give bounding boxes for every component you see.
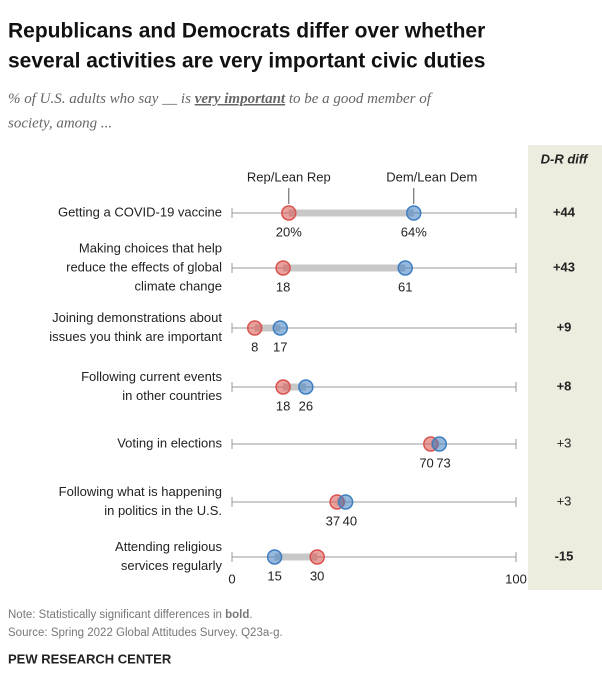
dot <box>406 205 422 221</box>
dot <box>431 436 448 452</box>
note-part: bold <box>225 609 249 621</box>
value-label: 8 <box>251 339 258 354</box>
dot <box>397 260 413 276</box>
value-label: 64% <box>401 224 427 239</box>
dot <box>281 205 297 221</box>
value-label: 17 <box>273 339 287 354</box>
subtitle-emphasis: very important <box>195 91 286 107</box>
chart-title: several activities are very important ci… <box>8 50 485 73</box>
dot <box>275 379 291 395</box>
category-label: Following what is happening <box>59 484 222 499</box>
category-label: Voting in elections <box>117 435 222 450</box>
category-label: services regularly <box>121 558 223 573</box>
category-label: Attending religious <box>115 539 222 554</box>
diff-column-bg <box>528 145 602 590</box>
diff-header: D-R diff <box>541 151 589 166</box>
value-label: 18 <box>276 279 290 294</box>
range-bar <box>288 209 414 217</box>
value-label: 70 <box>419 455 433 470</box>
diff-value: -15 <box>555 548 574 563</box>
note: Note: Statistically significant differen… <box>8 609 253 621</box>
category-label: reduce the effects of global <box>66 259 222 274</box>
legend-label: Rep/Lean Rep <box>247 169 331 184</box>
value-label: 20% <box>276 224 302 239</box>
range-bar <box>274 553 318 561</box>
value-label: 61 <box>398 279 412 294</box>
dot <box>275 260 291 276</box>
legend-label: Dem/Lean Dem <box>386 169 477 184</box>
note-part: . <box>249 609 252 621</box>
footer: PEW RESEARCH CENTER <box>8 651 172 666</box>
category-label: Making choices that help <box>79 240 222 255</box>
category-label: climate change <box>135 278 222 293</box>
value-label: 15 <box>267 568 281 583</box>
source: Source: Spring 2022 Global Attitudes Sur… <box>8 627 283 639</box>
diff-value: +9 <box>557 319 572 334</box>
category-label: Getting a COVID-19 vaccine <box>58 204 222 219</box>
dot <box>272 320 289 336</box>
value-label: 30 <box>310 568 324 583</box>
dot <box>309 549 325 565</box>
subtitle: % of U.S. adults who say __ is very impo… <box>8 91 433 107</box>
range-bar <box>254 324 281 332</box>
diff-value: +3 <box>557 435 572 450</box>
x-tick-label: 0 <box>228 571 235 586</box>
diff-value: +8 <box>557 378 572 393</box>
dot <box>337 494 354 510</box>
diff-value: +43 <box>553 259 575 274</box>
category-label: Joining demonstrations about <box>52 310 222 325</box>
value-label: 26 <box>299 398 313 413</box>
range-bar <box>283 264 406 272</box>
subtitle-part: % of U.S. adults who say __ is <box>8 91 195 107</box>
diff-value: +44 <box>553 204 576 219</box>
category-label: issues you think are important <box>49 329 222 344</box>
range-bar <box>283 383 306 391</box>
value-label: 73 <box>436 455 450 470</box>
category-label: in politics in the U.S. <box>104 503 222 518</box>
value-label: 37 <box>326 513 340 528</box>
value-label: 40 <box>343 513 357 528</box>
category-label: Following current events <box>81 369 222 384</box>
subtitle-part: to be a good member of <box>285 91 433 107</box>
category-label: in other countries <box>122 388 222 403</box>
chart-title: Republicans and Democrats differ over wh… <box>8 20 485 43</box>
dot <box>298 379 314 395</box>
value-label: 18 <box>276 398 290 413</box>
subtitle: society, among ... <box>8 115 112 131</box>
note-part: Note: Statistically significant differen… <box>8 609 225 621</box>
x-tick-label: 100 <box>505 571 527 586</box>
diff-value: +3 <box>557 493 572 508</box>
dot <box>266 549 283 565</box>
dot <box>246 320 263 336</box>
